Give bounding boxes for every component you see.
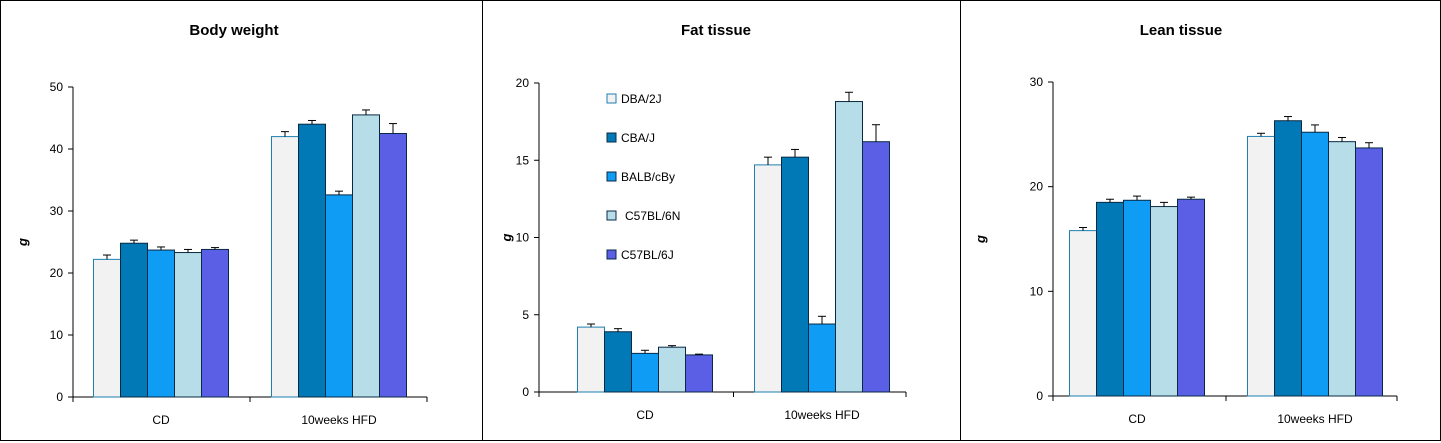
- y-tick-label: 50: [50, 80, 64, 94]
- bar-c57bl-6j-10weeks-hfd: [379, 133, 407, 398]
- bar-dba-2j-cd: [1069, 230, 1097, 397]
- legend-label-c57bl-6j: C57BL/6J: [621, 248, 674, 262]
- legend-label-c57bl-6n: C57BL/6N: [625, 209, 680, 223]
- chart-title: Lean tissue: [1140, 22, 1223, 39]
- y-tick-label: 0: [1036, 389, 1043, 403]
- bar-dba-2j-10weeks-hfd: [754, 164, 782, 393]
- bar-dba-2j-10weeks-hfd: [271, 136, 299, 398]
- y-tick-label: 30: [50, 204, 64, 218]
- bar-cba-j-cd: [604, 331, 632, 393]
- legend-label-dba-2j: DBA/2J: [621, 92, 662, 106]
- y-axis-label: g: [15, 238, 30, 247]
- bar-c57bl-6n-cd: [658, 346, 686, 393]
- bar-balb-cby-cd: [631, 352, 659, 393]
- y-tick-label: 15: [516, 153, 530, 167]
- y-tick-label: 20: [516, 76, 530, 90]
- legend-swatch-balb-cby: [606, 171, 617, 182]
- bar-cba-j-10weeks-hfd: [781, 156, 809, 393]
- y-tick-label: 20: [1030, 180, 1044, 194]
- bar-c57bl-6j-10weeks-hfd: [862, 141, 890, 393]
- bar-c57bl-6n-10weeks-hfd: [352, 114, 380, 398]
- bar-balb-cby-cd: [1123, 199, 1151, 397]
- bar-c57bl-6j-cd: [201, 248, 229, 398]
- y-tick-label: 10: [516, 231, 530, 245]
- bar-cba-j-10weeks-hfd: [1274, 120, 1302, 397]
- category-label-cd: CD: [636, 408, 654, 422]
- chart-lean-tissue: Lean tissue g 0 10 20 30 CD 10weeks HFD: [973, 22, 1398, 426]
- bar-c57bl-6j-cd: [685, 354, 713, 393]
- panel-fat-tissue: Fat tissue g 0 5 10 15 20 CD 10weeks HFD DBA/2J CB…: [482, 0, 962, 441]
- legend-label-cba-j: CBA/J: [621, 131, 655, 145]
- category-label-10weeks-hfd: 10weeks HFD: [784, 408, 860, 422]
- bar-cba-j-cd: [120, 242, 148, 398]
- bar-cba-j-cd: [1096, 201, 1124, 397]
- chart-body-weight: Body weight g 0 10 20 30 40 50 CD 10weeks HFD: [15, 22, 428, 427]
- bar-cba-j-10weeks-hfd: [298, 123, 326, 398]
- y-tick-label: 10: [50, 328, 64, 342]
- chart-fat-tissue: Fat tissue g 0 5 10 15 20 CD 10weeks HFD DBA/2J CB…: [499, 22, 907, 422]
- bar-balb-cby-10weeks-hfd: [808, 323, 836, 393]
- bar-balb-cby-cd: [147, 249, 175, 398]
- y-tick-label: 0: [56, 390, 63, 404]
- y-tick-label: 5: [522, 308, 529, 322]
- legend: DBA/2J CBA/J BALB/cBy C57BL/6N C57BL/6J: [606, 92, 680, 262]
- bar-c57bl-6n-10weeks-hfd: [835, 101, 863, 393]
- category-label-cd: CD: [152, 413, 170, 427]
- bar-dba-2j-cd: [93, 258, 121, 398]
- bar-dba-2j-cd: [577, 326, 605, 393]
- y-axis-label: g: [973, 235, 988, 244]
- bar-c57bl-6n-cd: [1150, 206, 1178, 397]
- bar-c57bl-6n-cd: [174, 252, 202, 398]
- y-tick-label: 0: [522, 385, 529, 399]
- legend-swatch-c57bl-6j: [606, 249, 617, 260]
- bar-balb-cby-10weeks-hfd: [1301, 131, 1329, 397]
- y-axis-label: g: [499, 233, 514, 242]
- chart-title: Fat tissue: [681, 22, 751, 39]
- category-label-cd: CD: [1128, 412, 1146, 426]
- y-tick-label: 40: [50, 142, 64, 156]
- legend-swatch-c57bl-6n: [606, 210, 617, 221]
- panel-lean-tissue: Lean tissue g 0 10 20 30 CD 10weeks HFD: [960, 0, 1441, 441]
- legend-swatch-cba-j: [606, 132, 617, 143]
- category-label-10weeks-hfd: 10weeks HFD: [1277, 412, 1353, 426]
- bar-balb-cby-10weeks-hfd: [325, 194, 353, 398]
- legend-label-balb-cby: BALB/cBy: [621, 170, 675, 184]
- bar-c57bl-6n-10weeks-hfd: [1328, 141, 1356, 397]
- bar-dba-2j-10weeks-hfd: [1247, 135, 1275, 397]
- y-tick-label: 10: [1030, 284, 1044, 298]
- y-tick-label: 30: [1030, 75, 1044, 89]
- legend-swatch-dba-2j: [606, 93, 617, 104]
- category-label-10weeks-hfd: 10weeks HFD: [301, 413, 377, 427]
- bar-c57bl-6j-cd: [1177, 198, 1205, 397]
- y-tick-label: 20: [50, 266, 64, 280]
- chart-title: Body weight: [189, 22, 278, 39]
- panel-body-weight: Body weight g 0 10 20 30 40 50 CD 10weeks HFD: [0, 0, 484, 441]
- bar-c57bl-6j-10weeks-hfd: [1355, 147, 1383, 397]
